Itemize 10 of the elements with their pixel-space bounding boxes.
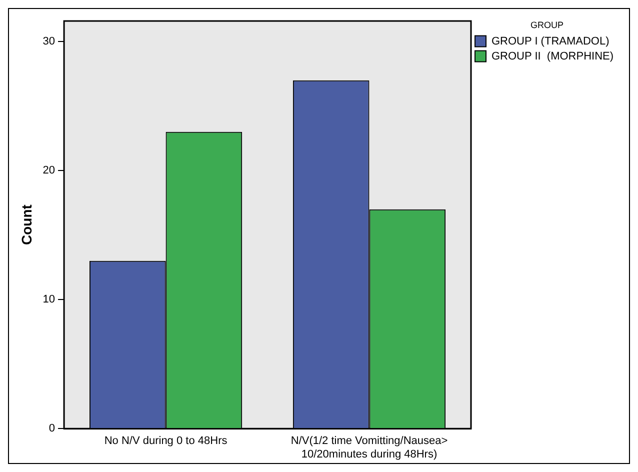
legend-title: GROUP [530,20,564,30]
x-tick-label: N/V(1/2 time Vomitting/Nausea> 10/20minutes during 48Hrs) [290,435,448,460]
x-tick-label: No N/V during 0 to 48Hrs [104,435,228,448]
y-tick-label: 30 [42,36,56,48]
y-tick-label: 20 [42,164,56,177]
y-tick-label: 10 [42,294,56,306]
legend-label: GROUP II (MORPHINE) [492,50,614,62]
y-axis-title: Count [18,204,34,246]
legend-label: GROUP I (TRAMADOL) [492,35,610,48]
y-tick-label: 0 [48,422,56,435]
